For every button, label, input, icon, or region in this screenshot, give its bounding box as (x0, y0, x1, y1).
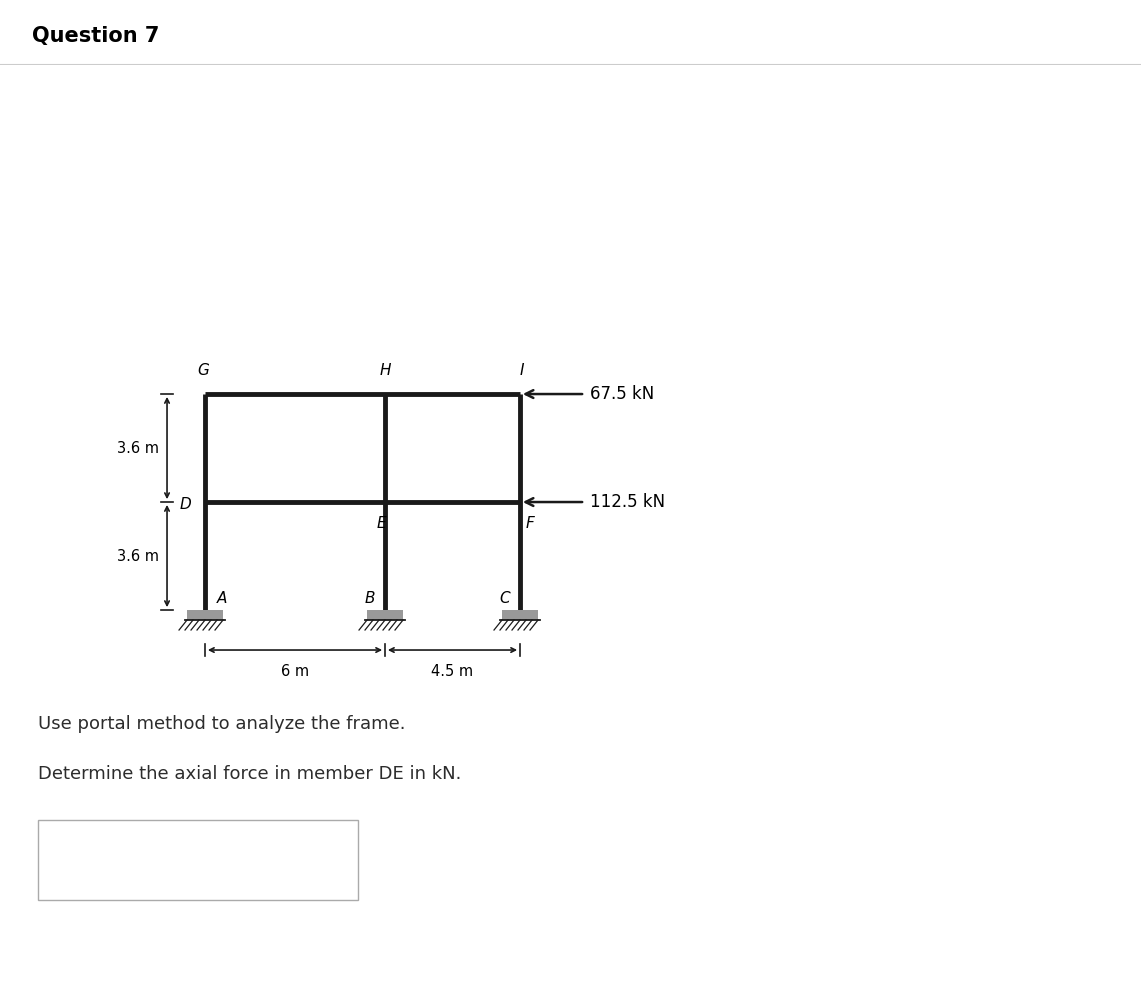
Text: 112.5 kN: 112.5 kN (590, 493, 665, 512)
Text: D: D (179, 496, 191, 512)
Bar (367, 610, 403, 620)
Text: 6 m: 6 m (281, 664, 309, 679)
Text: 3.6 m: 3.6 m (118, 440, 159, 455)
Bar (187, 610, 222, 620)
Text: I: I (520, 363, 524, 378)
Text: Use portal method to analyze the frame.: Use portal method to analyze the frame. (38, 715, 405, 733)
Text: Determine the axial force in member DE in kN.: Determine the axial force in member DE i… (38, 765, 461, 783)
Text: C: C (500, 591, 510, 606)
Text: H: H (379, 363, 390, 378)
Text: A: A (217, 591, 227, 606)
Text: 3.6 m: 3.6 m (118, 549, 159, 564)
Text: G: G (197, 363, 209, 378)
Text: 67.5 kN: 67.5 kN (590, 385, 654, 403)
Text: 4.5 m: 4.5 m (431, 664, 474, 679)
Text: B: B (364, 591, 375, 606)
Text: F: F (526, 517, 535, 532)
Text: Question 7: Question 7 (32, 26, 160, 46)
Bar (502, 610, 539, 620)
FancyBboxPatch shape (38, 820, 358, 900)
Text: E: E (377, 517, 386, 532)
